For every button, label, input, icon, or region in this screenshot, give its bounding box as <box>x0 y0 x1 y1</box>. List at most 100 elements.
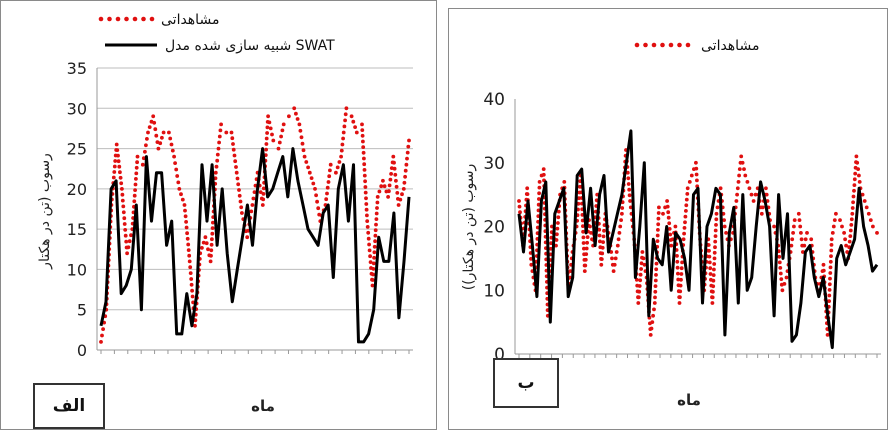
observed-line-dot <box>304 160 309 164</box>
observed-line-dot <box>857 180 862 184</box>
observed-line-dot <box>860 192 865 197</box>
observed-line-dot <box>667 227 672 231</box>
observed-data-point <box>739 154 744 159</box>
observed-data-point <box>673 224 678 229</box>
observed-line-dot <box>851 200 855 205</box>
observed-line-dot <box>337 160 342 164</box>
observed-line-dot <box>189 282 194 287</box>
observed-line-dot <box>179 192 183 197</box>
observed-line-dot <box>654 273 658 277</box>
observed-line-dot <box>374 211 379 216</box>
observed-line-dot <box>868 218 873 223</box>
observed-line-dot <box>676 277 681 282</box>
observed-line-dot <box>666 215 671 220</box>
observed-line-dot <box>713 234 718 239</box>
observed-line-dot <box>145 137 149 141</box>
observed-line-dot <box>687 180 692 184</box>
observed-line-dot <box>236 182 241 187</box>
observed-line-dot <box>601 234 606 239</box>
observed-line-dot <box>230 136 235 141</box>
observed-data-point <box>669 243 674 248</box>
observed-data-point <box>747 186 752 191</box>
observed-line-dot <box>101 327 105 331</box>
observed-line-dot <box>707 260 712 265</box>
observed-line-dot <box>832 218 837 223</box>
observed-line-dot <box>377 189 382 194</box>
observed-line-dot <box>133 182 138 187</box>
observed-line-dot <box>656 211 661 215</box>
observed-line-dot <box>306 165 310 170</box>
observed-line-dot <box>627 187 632 192</box>
observed-line-dot <box>325 185 330 190</box>
observed-data-point <box>146 130 150 135</box>
legend-dotted-marker <box>115 16 121 22</box>
observed-line-dot <box>536 202 541 207</box>
observed-line-dot <box>360 133 365 138</box>
observed-line-dot <box>112 164 117 169</box>
x-axis-title: ماه <box>251 397 275 415</box>
observed-line-dot <box>711 284 716 289</box>
observed-line-dot <box>135 160 140 165</box>
observed-data-point <box>114 142 119 147</box>
observed-data-point <box>665 199 669 203</box>
observed-data-point <box>628 199 632 203</box>
observed-data-point <box>529 262 534 267</box>
observed-line-dot <box>206 247 210 252</box>
observed-data-point <box>193 323 197 328</box>
observed-data-point <box>339 154 343 159</box>
observed-line-dot <box>849 223 854 227</box>
observed-data-point <box>250 203 255 207</box>
observed-line-dot <box>184 220 189 224</box>
observed-line-dot <box>584 252 589 256</box>
observed-line-dot <box>653 278 658 283</box>
observed-data-point <box>281 122 286 127</box>
observed-line-dot <box>760 205 765 210</box>
y-tick-label: 5 <box>77 301 87 320</box>
observed-data-point <box>172 154 177 159</box>
observed-line-dot <box>600 245 605 250</box>
observed-line-dot <box>737 167 742 172</box>
observed-line-dot <box>827 293 832 298</box>
observed-line-dot <box>379 184 384 189</box>
observed-line-dot <box>374 222 378 227</box>
observed-line-dot <box>184 225 189 230</box>
observed-line-dot <box>734 199 739 203</box>
observed-line-dot <box>577 196 581 201</box>
observed-line-dot <box>556 215 561 220</box>
observed-line-dot <box>405 150 410 155</box>
observed-data-point <box>615 243 620 248</box>
observed-line-dot <box>828 265 833 270</box>
observed-data-point <box>370 283 375 288</box>
observed-line-dot <box>713 245 717 250</box>
legend-dotted-marker <box>124 16 129 22</box>
observed-line-dot <box>653 284 658 288</box>
observed-line-dot <box>186 242 191 247</box>
observed-line-dot <box>713 228 718 233</box>
observed-line-dot <box>235 176 240 181</box>
observed-line-dot <box>237 188 241 192</box>
observed-line-dot <box>237 193 242 198</box>
observed-data-point <box>135 154 140 159</box>
observed-line-dot <box>848 228 853 233</box>
observed-line-dot <box>186 248 191 253</box>
observed-line-dot <box>362 162 367 167</box>
observed-data-point <box>825 333 830 337</box>
observed-line-dot <box>213 176 218 181</box>
observed-data-point <box>177 187 182 191</box>
observed-line-dot <box>610 256 614 261</box>
observed-line-dot <box>122 222 127 226</box>
observed-line-dot <box>583 263 588 268</box>
y-tick-label: 10 <box>483 281 505 301</box>
observed-line-dot <box>680 260 684 265</box>
observed-line-dot <box>300 141 305 146</box>
observed-line-dot <box>251 196 256 201</box>
observed-line-dot <box>537 185 542 190</box>
observed-line-dot <box>827 282 832 287</box>
observed-line-dot <box>706 243 711 247</box>
observed-line-dot <box>707 248 711 253</box>
observed-line-dot <box>264 136 269 141</box>
observed-line-dot <box>315 199 319 204</box>
observed-data-point <box>401 187 406 191</box>
observed-line-dot <box>373 233 378 238</box>
observed-line-dot <box>116 159 121 164</box>
